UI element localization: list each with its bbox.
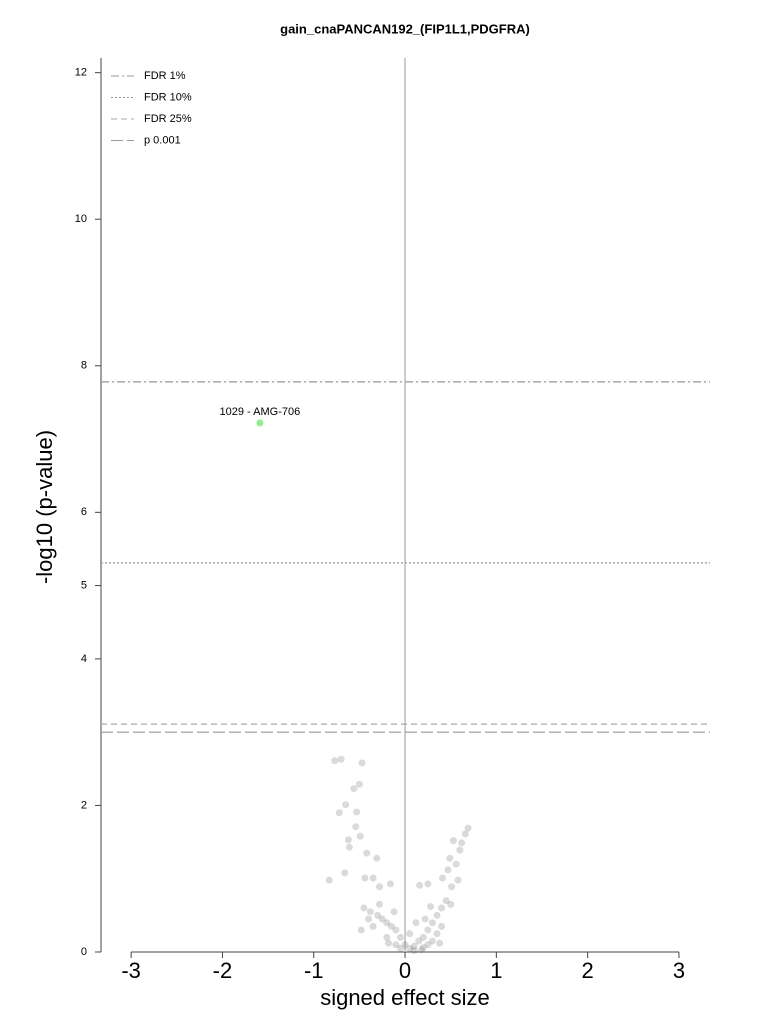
point [452,860,460,868]
point [406,944,414,952]
point [424,880,432,888]
y-tick-label: 10 [75,213,87,225]
point [449,837,457,845]
point [366,908,374,916]
point [345,843,353,851]
point [352,823,360,831]
point [392,926,400,934]
point [406,930,414,938]
point [358,759,366,767]
point [438,922,446,930]
legend-label: FDR 10% [144,91,192,103]
point [454,876,462,884]
point [436,939,444,947]
x-tick-label: 3 [673,958,685,983]
point [360,904,368,912]
y-tick-label: 4 [81,653,87,665]
y-axis-label: -log10 (p-value) [32,430,57,584]
y-tick-label: 8 [81,360,87,372]
point [375,883,383,891]
point [424,926,432,934]
point [447,900,455,908]
point [387,922,395,930]
point [375,900,383,908]
point [424,941,432,949]
y-tick-label: 5 [81,580,87,592]
annotation: 1029 - AMG-706 [220,406,301,418]
point [433,930,441,938]
point [416,881,424,889]
point [357,926,365,934]
point [438,874,446,882]
point [369,922,377,930]
x-tick-label: 2 [582,958,594,983]
point [448,883,456,891]
point [363,849,371,857]
point [378,915,386,923]
point [419,944,427,952]
x-tick-label: 0 [399,958,411,983]
x-axis-label: signed effect size [320,985,490,1010]
point [433,911,441,919]
legend-label: FDR 1% [144,70,186,82]
legend-label: p 0.001 [144,134,181,146]
point [383,933,391,941]
point [417,946,425,954]
x-tick-label: -1 [304,958,324,983]
point [331,757,339,765]
point [365,915,373,923]
point [355,780,363,788]
x-tick-label: -3 [121,958,141,983]
x-tick-label: 1 [490,958,502,983]
point [410,942,418,950]
legend-label: FDR 25% [144,113,192,125]
point [385,939,393,947]
point [356,832,364,840]
point [421,915,429,923]
point [458,839,466,847]
y-tick-label: 6 [81,506,87,518]
point [335,809,343,817]
point [361,874,369,882]
point [410,947,418,955]
point [383,919,391,927]
point [442,897,450,905]
point [396,933,404,941]
chart-title: gain_cnaPANCAN192_(FIP1L1,PDGFRA) [280,21,530,36]
point [325,876,333,884]
point [373,854,381,862]
point [415,937,423,945]
point [344,836,352,844]
point [428,919,436,927]
y-tick-label: 2 [81,799,87,811]
point [428,937,436,945]
point [412,919,420,927]
point [374,911,382,919]
x-tick-label: -2 [213,958,233,983]
point [353,808,361,816]
point [350,785,358,793]
point [390,908,398,916]
point [396,944,404,952]
point [401,941,409,949]
point [386,880,394,888]
point [369,874,377,882]
point [444,866,452,874]
point [456,846,464,854]
point [341,869,349,877]
point [392,941,400,949]
point [461,830,469,838]
point [342,801,350,809]
y-tick-label: 0 [81,946,87,958]
highlight-point [256,419,264,427]
point [438,904,446,912]
y-tick-label: 12 [75,67,87,79]
point [337,755,345,763]
point [446,854,454,862]
point [427,903,435,911]
point [419,933,427,941]
point [464,824,472,832]
